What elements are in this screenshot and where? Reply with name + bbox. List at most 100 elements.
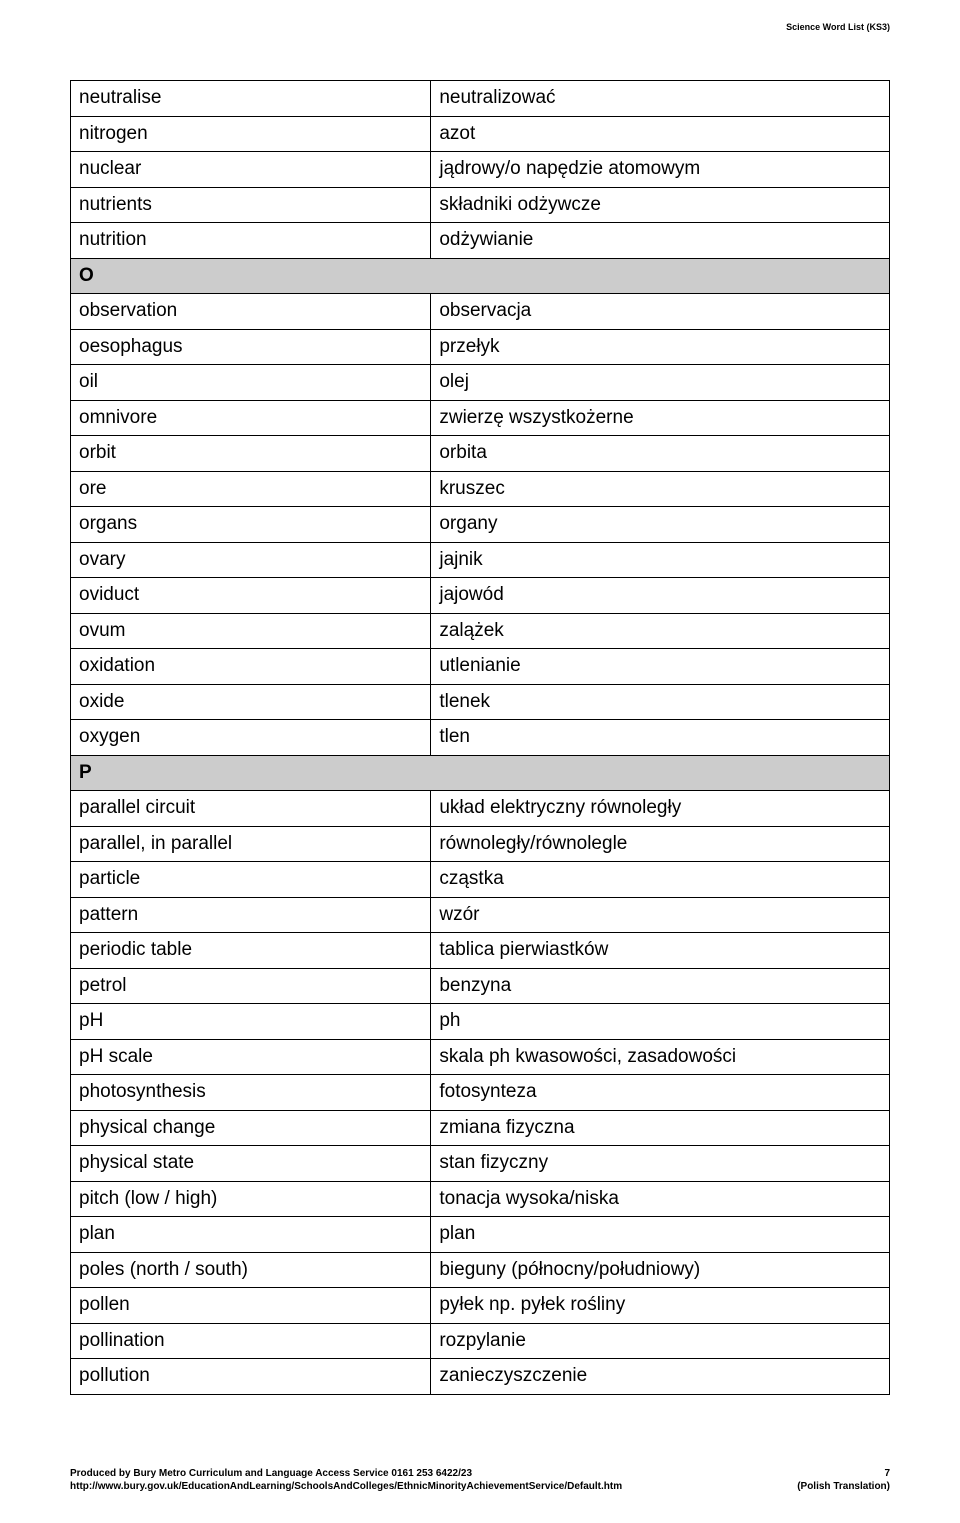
term-english: neutralise xyxy=(71,81,431,117)
table-row: O xyxy=(71,258,890,294)
table-row: pollinationrozpylanie xyxy=(71,1323,890,1359)
term-english: ovum xyxy=(71,613,431,649)
table-row: nuclearjądrowy/o napędzie atomowym xyxy=(71,152,890,188)
table-row: nutrientsskładniki odżywcze xyxy=(71,187,890,223)
table-row: photosynthesisfotosynteza xyxy=(71,1075,890,1111)
term-english: orbit xyxy=(71,436,431,472)
table-row: organsorgany xyxy=(71,507,890,543)
table-row: oilolej xyxy=(71,365,890,401)
term-translation: zmiana fizyczna xyxy=(431,1110,890,1146)
term-translation: jądrowy/o napędzie atomowym xyxy=(431,152,890,188)
footer-line1: Produced by Bury Metro Curriculum and La… xyxy=(70,1468,472,1479)
footer-meta: 7 (Polish Translation) xyxy=(797,1467,890,1493)
term-translation: stan fizyczny xyxy=(431,1146,890,1182)
term-english: plan xyxy=(71,1217,431,1253)
term-english: nuclear xyxy=(71,152,431,188)
term-translation: zalążek xyxy=(431,613,890,649)
table-row: omnivorezwierzę wszystkożerne xyxy=(71,400,890,436)
table-row: orekruszec xyxy=(71,471,890,507)
term-english: pollination xyxy=(71,1323,431,1359)
table-row: oxidationutlenianie xyxy=(71,649,890,685)
term-translation: wzór xyxy=(431,897,890,933)
term-english: parallel circuit xyxy=(71,791,431,827)
term-translation: równoległy/równolegle xyxy=(431,826,890,862)
table-row: neutraliseneutralizować xyxy=(71,81,890,117)
term-english: pitch (low / high) xyxy=(71,1181,431,1217)
term-translation: tonacja wysoka/niska xyxy=(431,1181,890,1217)
term-translation: tlen xyxy=(431,720,890,756)
table-row: nitrogenazot xyxy=(71,116,890,152)
term-english: nutrition xyxy=(71,223,431,259)
term-english: pollution xyxy=(71,1359,431,1395)
term-english: pollen xyxy=(71,1288,431,1324)
term-translation: azot xyxy=(431,116,890,152)
table-row: patternwzór xyxy=(71,897,890,933)
term-english: pH scale xyxy=(71,1039,431,1075)
table-row: oxygentlen xyxy=(71,720,890,756)
table-row: pollutionzanieczyszczenie xyxy=(71,1359,890,1395)
table-row: planplan xyxy=(71,1217,890,1253)
term-translation: cząstka xyxy=(431,862,890,898)
section-letter: O xyxy=(71,258,890,294)
term-translation: zanieczyszczenie xyxy=(431,1359,890,1395)
term-english: omnivore xyxy=(71,400,431,436)
term-english: oxidation xyxy=(71,649,431,685)
term-english: oxide xyxy=(71,684,431,720)
table-row: parallel circuitukład elektryczny równol… xyxy=(71,791,890,827)
table-row: particlecząstka xyxy=(71,862,890,898)
term-english: poles (north / south) xyxy=(71,1252,431,1288)
term-english: oesophagus xyxy=(71,329,431,365)
term-english: ore xyxy=(71,471,431,507)
term-translation: neutralizować xyxy=(431,81,890,117)
term-translation: utlenianie xyxy=(431,649,890,685)
table-row: nutritionodżywianie xyxy=(71,223,890,259)
translation-note: (Polish Translation) xyxy=(797,1481,890,1492)
term-translation: jajnik xyxy=(431,542,890,578)
table-row: P xyxy=(71,755,890,791)
term-english: ovary xyxy=(71,542,431,578)
term-translation: bieguny (północny/południowy) xyxy=(431,1252,890,1288)
term-translation: tlenek xyxy=(431,684,890,720)
term-english: nitrogen xyxy=(71,116,431,152)
term-translation: organy xyxy=(431,507,890,543)
table-row: physical statestan fizyczny xyxy=(71,1146,890,1182)
table-row: observationobservacja xyxy=(71,294,890,330)
term-translation: orbita xyxy=(431,436,890,472)
table-row: pitch (low / high)tonacja wysoka/niska xyxy=(71,1181,890,1217)
term-translation: rozpylanie xyxy=(431,1323,890,1359)
term-english: periodic table xyxy=(71,933,431,969)
term-english: organs xyxy=(71,507,431,543)
term-translation: zwierzę wszystkożerne xyxy=(431,400,890,436)
term-translation: benzyna xyxy=(431,968,890,1004)
term-translation: przełyk xyxy=(431,329,890,365)
term-english: physical change xyxy=(71,1110,431,1146)
term-translation: plan xyxy=(431,1217,890,1253)
vocabulary-table: neutraliseneutralizowaćnitrogenazotnucle… xyxy=(70,80,890,1395)
table-row: parallel, in parallelrównoległy/równoleg… xyxy=(71,826,890,862)
term-english: pH xyxy=(71,1004,431,1040)
table-row: ovaryjajnik xyxy=(71,542,890,578)
term-translation: tablica pierwiastków xyxy=(431,933,890,969)
term-translation: kruszec xyxy=(431,471,890,507)
term-translation: jajowód xyxy=(431,578,890,614)
footer-producer: Produced by Bury Metro Curriculum and La… xyxy=(70,1467,622,1493)
term-english: oviduct xyxy=(71,578,431,614)
section-letter: P xyxy=(71,755,890,791)
term-translation: skala ph kwasowości, zasadowości xyxy=(431,1039,890,1075)
term-translation: składniki odżywcze xyxy=(431,187,890,223)
term-translation: pyłek np. pyłek rośliny xyxy=(431,1288,890,1324)
page-footer: Produced by Bury Metro Curriculum and La… xyxy=(70,1467,890,1493)
term-translation: ph xyxy=(431,1004,890,1040)
term-english: observation xyxy=(71,294,431,330)
page-number: 7 xyxy=(884,1468,890,1479)
term-english: oxygen xyxy=(71,720,431,756)
page-header-title: Science Word List (KS3) xyxy=(786,22,890,32)
term-english: pattern xyxy=(71,897,431,933)
term-english: parallel, in parallel xyxy=(71,826,431,862)
term-english: nutrients xyxy=(71,187,431,223)
table-row: physical changezmiana fizyczna xyxy=(71,1110,890,1146)
table-row: oesophagusprzełyk xyxy=(71,329,890,365)
table-row: poles (north / south)bieguny (północny/p… xyxy=(71,1252,890,1288)
term-translation: układ elektryczny równoległy xyxy=(431,791,890,827)
term-english: petrol xyxy=(71,968,431,1004)
